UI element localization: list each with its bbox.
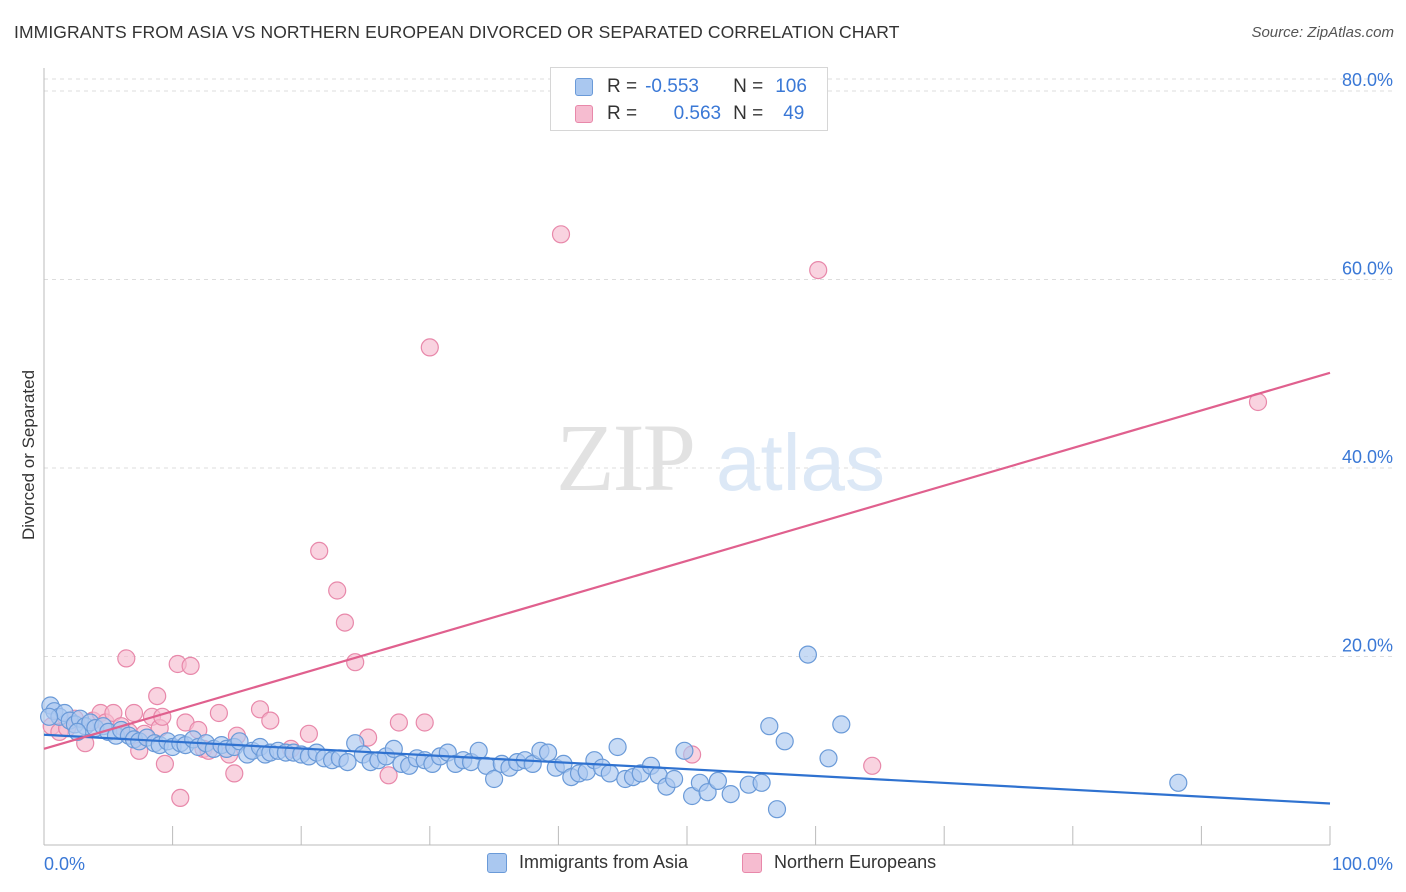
- data-point-asia: [1169, 773, 1188, 792]
- data-point-northern: [155, 754, 174, 774]
- data-point-asia: [39, 707, 59, 726]
- x-tick-label: 0.0%: [44, 854, 85, 874]
- correlation-legend: R = -0.553 N = 106 R = 0.563 N = 49: [550, 67, 828, 131]
- data-point-northern: [346, 653, 365, 672]
- data-point-asia: [708, 771, 728, 791]
- data-point-asia: [538, 743, 558, 762]
- data-point-northern: [261, 711, 280, 730]
- data-point-northern: [250, 700, 270, 719]
- data-point-northern: [209, 703, 228, 723]
- trend-line-northern: [43, 371, 1331, 750]
- data-point-northern: [809, 261, 828, 280]
- data-point-asia: [819, 749, 838, 768]
- series-legend: Immigrants from Asia Northern Europeans: [0, 852, 1406, 878]
- data-point-asia: [675, 741, 694, 760]
- data-point-asia: [767, 800, 787, 819]
- data-point-northern: [328, 581, 347, 600]
- data-point-asia: [664, 769, 684, 789]
- legend-r-label: R =: [607, 76, 638, 97]
- series-immigrants-from-asia: [39, 645, 1188, 819]
- data-point-northern: [310, 541, 329, 561]
- data-point-northern: [335, 613, 354, 632]
- watermark: ZIP atlas: [556, 404, 885, 511]
- data-point-asia: [775, 732, 794, 751]
- data-point-northern: [863, 756, 882, 775]
- data-point-asia: [600, 764, 619, 783]
- data-point-asia: [469, 741, 488, 760]
- y-tick-label: 60.0%: [1342, 259, 1393, 279]
- series-legend-label: Northern Europeans: [774, 852, 937, 872]
- data-point-asia: [698, 783, 717, 802]
- legend-n-value: 49: [783, 103, 805, 124]
- series-legend-northern: Northern Europeans: [742, 852, 936, 873]
- data-point-northern: [181, 656, 200, 676]
- data-point-northern: [124, 703, 144, 723]
- legend-swatch-asia: [575, 78, 593, 96]
- series-legend-asia: Immigrants from Asia: [487, 852, 688, 873]
- legend-row-asia: R = -0.553 N = 106: [575, 75, 807, 99]
- trend-lines: [43, 371, 1331, 805]
- legend-n-value: 106: [775, 76, 807, 97]
- data-point-asia: [338, 752, 357, 772]
- data-point-asia: [798, 645, 818, 664]
- x-tick-label: 100.0%: [1332, 854, 1393, 874]
- trend-line-asia: [43, 733, 1331, 805]
- watermark-atlas: atlas: [716, 418, 885, 507]
- data-point-northern: [420, 338, 439, 357]
- legend-row-northern: R = 0.563 N = 49: [575, 102, 804, 126]
- y-axis-label: Divorced or Separated: [19, 370, 38, 540]
- series-legend-label: Immigrants from Asia: [519, 852, 689, 872]
- data-point-northern: [551, 225, 571, 244]
- chart-title: IMMIGRANTS FROM ASIA VS NORTHERN EUROPEA…: [14, 22, 900, 42]
- y-tick-label: 80.0%: [1342, 70, 1393, 90]
- grid-layer: [44, 78, 1392, 657]
- data-point-northern: [148, 686, 167, 706]
- legend-n-label: N =: [733, 76, 764, 97]
- data-point-northern: [171, 788, 190, 808]
- data-point-asia: [760, 717, 779, 736]
- y-tick-label: 40.0%: [1342, 447, 1393, 467]
- data-point-northern: [225, 764, 244, 783]
- legend-r-value: 0.563: [673, 103, 722, 124]
- data-point-asia: [608, 737, 627, 757]
- series-swatch-asia: [487, 852, 507, 873]
- legend-swatch-northern: [575, 105, 593, 123]
- series-swatch-northern: [742, 852, 762, 873]
- data-point-asia: [721, 784, 740, 804]
- tick-labels: 20.0% 40.0% 60.0% 80.0% 0.0% 100.0%: [44, 70, 1393, 874]
- legend-r-label: R =: [607, 103, 638, 124]
- data-point-northern: [104, 703, 123, 723]
- source-label: Source: ZipAtlas.com: [1251, 24, 1394, 41]
- data-point-northern: [379, 766, 398, 785]
- data-point-asia: [485, 769, 504, 789]
- data-point-northern: [117, 649, 136, 668]
- data-point-northern: [299, 724, 318, 743]
- data-point-northern: [389, 713, 408, 732]
- data-point-asia: [832, 715, 851, 734]
- data-point-northern: [415, 713, 434, 732]
- y-tick-label: 20.0%: [1342, 636, 1393, 656]
- data-point-asia: [752, 773, 771, 792]
- watermark-zip: ZIP: [556, 404, 694, 511]
- legend-n-label: N =: [733, 103, 764, 124]
- series-northern-europeans: [42, 225, 1268, 808]
- legend-r-value: -0.553: [645, 76, 699, 97]
